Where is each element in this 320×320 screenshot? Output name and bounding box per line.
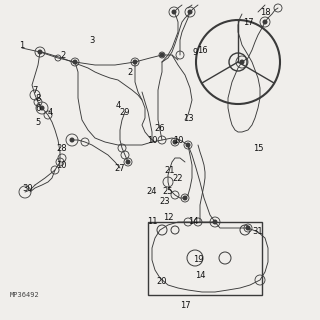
Circle shape [73,60,77,64]
Text: 26: 26 [155,124,165,132]
Circle shape [183,196,187,200]
Circle shape [133,60,137,64]
Bar [148,222,262,295]
Circle shape [173,140,177,144]
Circle shape [246,226,250,230]
Circle shape [70,138,74,142]
Text: 29: 29 [120,108,130,116]
Text: 17: 17 [243,18,253,27]
Text: 6: 6 [35,103,41,113]
Circle shape [263,20,267,24]
Circle shape [38,50,42,54]
Text: 10: 10 [147,135,157,145]
Text: MP36492: MP36492 [10,292,40,298]
Text: 24: 24 [147,188,157,196]
Text: 23: 23 [160,197,170,206]
Text: 27: 27 [115,164,125,172]
Text: 14: 14 [195,270,205,279]
Circle shape [213,220,217,224]
Text: 15: 15 [253,143,263,153]
Text: 22: 22 [173,173,183,182]
Text: 19: 19 [193,255,203,265]
Text: 18: 18 [260,7,270,17]
Text: 20: 20 [157,277,167,286]
Circle shape [160,53,164,57]
Circle shape [126,160,130,164]
Circle shape [240,60,244,64]
Circle shape [186,143,190,147]
Text: 31: 31 [253,228,263,236]
Text: 21: 21 [165,165,175,174]
Text: 2: 2 [60,51,66,60]
Text: 4: 4 [47,108,52,116]
Text: 11: 11 [147,218,157,227]
Text: 3: 3 [89,36,95,44]
Text: 17: 17 [180,300,190,309]
Text: 30: 30 [23,183,33,193]
Text: 25: 25 [163,188,173,196]
Text: 1: 1 [20,41,25,50]
Circle shape [188,10,192,14]
Text: 14: 14 [188,218,198,227]
Text: 12: 12 [163,213,173,222]
Text: 28: 28 [57,143,67,153]
Text: 10: 10 [56,161,66,170]
Text: 5: 5 [36,117,41,126]
Circle shape [40,106,44,110]
Text: 10: 10 [173,135,183,145]
Circle shape [172,10,176,14]
Text: 7: 7 [32,85,38,94]
Text: 16: 16 [197,45,207,54]
Text: 13: 13 [183,114,193,123]
Text: 2: 2 [127,68,132,76]
Text: 9: 9 [192,47,198,57]
Text: 8: 8 [35,93,41,102]
Text: 4: 4 [116,100,121,109]
